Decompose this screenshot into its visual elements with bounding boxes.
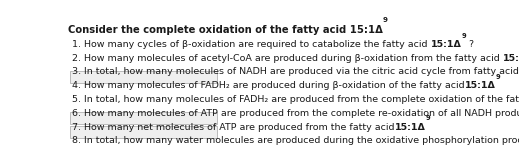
Text: 15:1Δ: 15:1Δ bbox=[431, 40, 461, 49]
Text: 15:1Δ: 15:1Δ bbox=[394, 123, 426, 132]
Text: In total, how many molecules of NADH are produced via the citric acid cycle from: In total, how many molecules of NADH are… bbox=[84, 67, 519, 76]
Text: How many cycles of β-oxidation are required to catabolize the fatty acid: How many cycles of β-oxidation are requi… bbox=[84, 40, 431, 49]
Text: 5.: 5. bbox=[72, 95, 84, 104]
Text: 15:1Δ: 15:1Δ bbox=[503, 54, 519, 63]
Text: 8.: 8. bbox=[72, 136, 84, 145]
Text: 4.: 4. bbox=[72, 81, 84, 90]
Text: In total, how many molecules of FADH₂ are produced from the complete oxidation o: In total, how many molecules of FADH₂ ar… bbox=[84, 95, 519, 104]
Text: Consider the complete oxidation of the fatty acid 15:1Δ: Consider the complete oxidation of the f… bbox=[68, 25, 383, 35]
Text: 9: 9 bbox=[496, 74, 500, 80]
Text: How many molecules of acetyl-CoA are produced during β-oxidation from the fatty : How many molecules of acetyl-CoA are pro… bbox=[84, 54, 503, 63]
Text: ?: ? bbox=[466, 40, 474, 49]
Text: 9: 9 bbox=[383, 18, 388, 24]
Text: How many net molecules of ATP are produced from the fatty acid: How many net molecules of ATP are produc… bbox=[84, 123, 394, 132]
Text: 2.: 2. bbox=[72, 54, 84, 63]
Bar bbox=[70, 112, 216, 124]
Text: 15:1Δ: 15:1Δ bbox=[465, 81, 496, 90]
Text: How many molecules of FADH₂ are produced during β-oxidation of the fatty acid: How many molecules of FADH₂ are produced… bbox=[84, 81, 465, 90]
Text: In total, how many water molecules are produced during the oxidative phosphoryla: In total, how many water molecules are p… bbox=[84, 136, 519, 145]
Bar bbox=[70, 126, 216, 138]
Text: How many molecules of ATP are produced from the complete re-oxidation of all NAD: How many molecules of ATP are produced f… bbox=[84, 109, 519, 118]
Text: 9: 9 bbox=[461, 33, 466, 39]
Text: 1.: 1. bbox=[72, 40, 84, 49]
Text: 9: 9 bbox=[426, 115, 430, 121]
Text: 6.: 6. bbox=[72, 109, 84, 118]
Text: 3.: 3. bbox=[72, 67, 84, 76]
Bar bbox=[70, 71, 216, 82]
Text: 7.: 7. bbox=[72, 123, 84, 132]
